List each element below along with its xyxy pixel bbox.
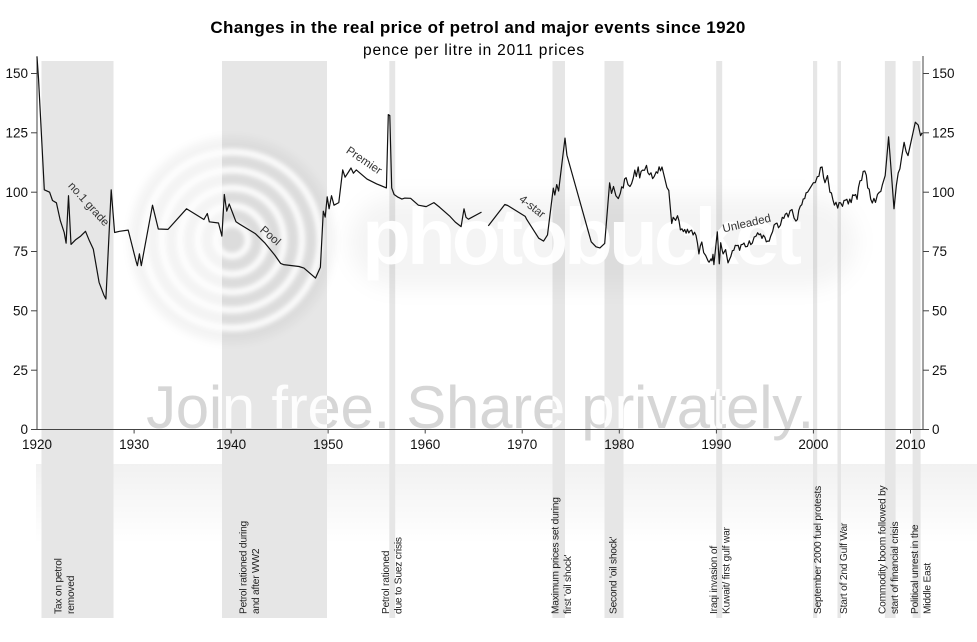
svg-text:Petrol rationed: Petrol rationed [381, 550, 392, 614]
svg-text:Kuwait/ first gulf war: Kuwait/ first gulf war [722, 526, 733, 614]
svg-text:1920: 1920 [22, 437, 52, 452]
svg-text:1940: 1940 [216, 437, 246, 452]
svg-text:25: 25 [13, 363, 28, 378]
svg-text:50: 50 [932, 304, 947, 319]
svg-text:due to Suez crisis: due to Suez crisis [394, 537, 405, 614]
svg-text:100: 100 [5, 185, 28, 200]
svg-text:1930: 1930 [119, 437, 149, 452]
svg-text:1970: 1970 [507, 437, 537, 452]
svg-text:25: 25 [932, 363, 947, 378]
svg-text:2010: 2010 [895, 437, 925, 452]
svg-text:Commodity boom followed by: Commodity boom followed by [878, 484, 889, 614]
svg-text:100: 100 [932, 185, 955, 200]
svg-text:removed: removed [66, 575, 77, 614]
svg-text:2000: 2000 [798, 437, 828, 452]
svg-text:Tax on petrol: Tax on petrol [54, 558, 65, 614]
svg-text:125: 125 [5, 126, 28, 141]
svg-text:75: 75 [932, 244, 947, 259]
svg-text:75: 75 [13, 244, 28, 259]
svg-text:photobucket: photobucket [362, 192, 801, 281]
svg-text:1990: 1990 [701, 437, 731, 452]
svg-text:Maximum prices set during: Maximum prices set during [551, 497, 562, 614]
svg-text:1950: 1950 [313, 437, 343, 452]
svg-text:pence per litre in 2011 prices: pence per litre in 2011 prices [363, 42, 585, 59]
svg-text:0: 0 [932, 422, 940, 437]
svg-text:Petrol rationed during: Petrol rationed during [239, 520, 250, 614]
svg-text:150: 150 [5, 66, 28, 81]
svg-text:1980: 1980 [604, 437, 634, 452]
svg-text:Start of 2nd Gulf War: Start of 2nd Gulf War [839, 522, 850, 614]
svg-text:Political unrest in the: Political unrest in the [910, 524, 921, 614]
svg-text:50: 50 [13, 304, 28, 319]
svg-text:first 'oil shock': first 'oil shock' [563, 554, 574, 614]
svg-text:September 2000 fuel protests: September 2000 fuel protests [813, 486, 824, 614]
svg-text:Iraqi invasion of: Iraqi invasion of [709, 546, 720, 614]
svg-text:1960: 1960 [410, 437, 440, 452]
svg-text:and after WW2: and after WW2 [251, 548, 262, 614]
svg-text:125: 125 [932, 126, 955, 141]
svg-text:150: 150 [932, 66, 955, 81]
svg-text:Middle East: Middle East [923, 563, 934, 614]
svg-text:Second 'oil shock': Second 'oil shock' [609, 536, 620, 614]
svg-text:Changes in the real price of p: Changes in the real price of petrol and … [210, 18, 745, 37]
svg-text:0: 0 [20, 422, 28, 437]
svg-text:start of financial crisis: start of financial crisis [890, 522, 901, 614]
